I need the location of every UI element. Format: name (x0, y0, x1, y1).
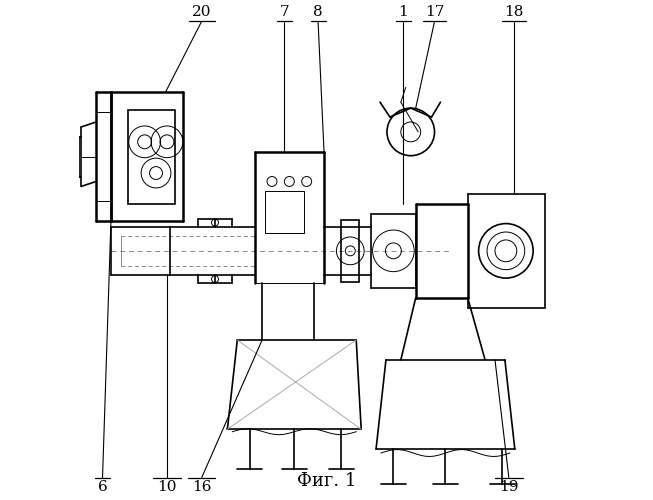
Text: 18: 18 (504, 5, 524, 19)
Text: 10: 10 (157, 480, 177, 494)
Bar (128, 110, 176, 204)
Text: 6: 6 (98, 480, 107, 494)
Text: 7: 7 (279, 5, 289, 19)
Text: 19: 19 (499, 480, 518, 494)
Text: 16: 16 (192, 480, 212, 494)
Text: 8: 8 (313, 5, 323, 19)
Text: 1: 1 (398, 5, 408, 19)
Text: 20: 20 (192, 5, 212, 19)
Bar (264, 192, 304, 234)
Text: 17: 17 (425, 5, 444, 19)
Text: Фиг. 1: Фиг. 1 (297, 472, 356, 490)
